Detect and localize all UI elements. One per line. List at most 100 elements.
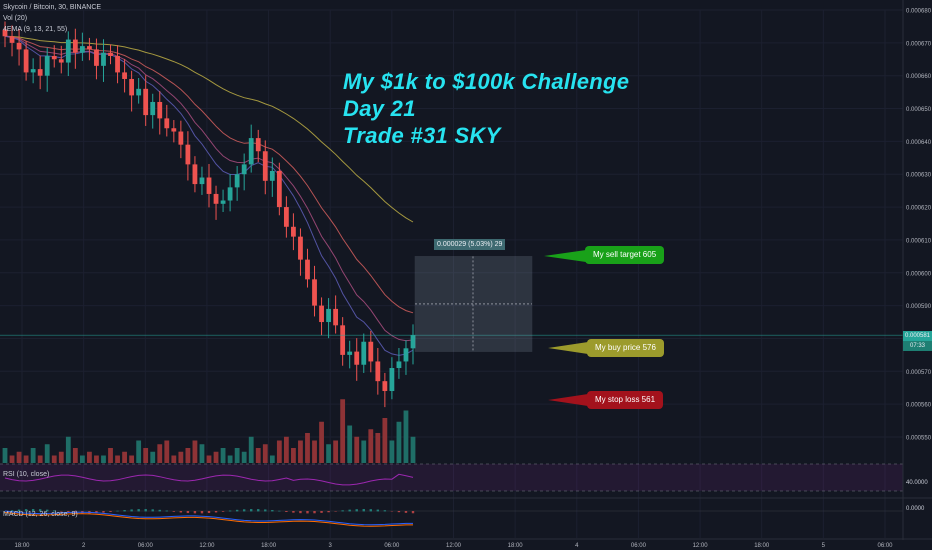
rsi-pane (0, 463, 932, 499)
macd-hist-bar (250, 509, 253, 512)
candle-body (37, 69, 43, 76)
candle-body (340, 325, 346, 355)
candle-body (185, 144, 191, 165)
volume-bar (375, 433, 381, 463)
volume-bar (241, 451, 247, 463)
candle-body (255, 138, 261, 152)
buy-price-flag[interactable]: My buy price 576 (587, 339, 664, 357)
volume-bar (410, 436, 416, 463)
candle-body (23, 49, 29, 73)
macd-hist-bar (221, 511, 225, 512)
candle-body (403, 348, 409, 362)
macd-hist-bar (165, 510, 168, 512)
buy-flag-pointer (548, 342, 588, 354)
volume-bar (312, 440, 317, 463)
measure-label: 0.000029 (5.03%) 29 (434, 239, 506, 250)
macd-hist-bar (257, 509, 260, 512)
candle-body (115, 55, 120, 73)
symbol-line: Skycoin / Bitcoin, 30, BINANCE (3, 4, 102, 11)
volume-bar (164, 440, 170, 463)
candle-body (305, 259, 310, 280)
volume-bar (16, 451, 22, 463)
x-tick-label: 12:00 (199, 543, 215, 549)
volume-bar (291, 448, 296, 463)
volume-bar (347, 425, 353, 463)
volume-legend: Vol (20) (3, 15, 28, 22)
macd-hist-bar (24, 509, 28, 512)
volume-bar (248, 436, 254, 463)
y-tick-label: 0.000550 (906, 436, 932, 442)
candle-body (319, 305, 324, 323)
macd-hist-bar (369, 509, 372, 512)
candle-body (87, 46, 92, 50)
volume-bar (157, 444, 163, 463)
volume-bar (58, 451, 64, 463)
macd-hist-bar (151, 509, 154, 512)
macd-signal-line (4, 512, 413, 527)
macd-hist-bar (186, 511, 190, 514)
x-tick-label: 18:00 (508, 543, 524, 549)
x-tick-label: 18:00 (14, 543, 30, 549)
candle-body (2, 29, 8, 37)
macd-hist-bar (411, 511, 415, 514)
macd-hist-bar (60, 511, 63, 512)
y-tick-label: 0.000630 (906, 173, 932, 179)
candle-body (51, 55, 57, 60)
macd-line (4, 510, 413, 526)
bar-timer-tag: 07:33 (903, 341, 932, 351)
candle-body (291, 226, 296, 237)
volume-bar (326, 444, 331, 463)
candle-body (150, 101, 156, 116)
candle-body (298, 236, 303, 260)
candle-body (361, 341, 367, 365)
candle-body (375, 361, 381, 382)
macd-hist-bar (348, 509, 351, 512)
stop-loss-flag[interactable]: My stop loss 561 (587, 391, 664, 409)
x-tick-label: 06:00 (631, 543, 647, 549)
macd-zero-label: 0.0000 (906, 506, 925, 512)
candle-body (382, 381, 388, 392)
candle-body (164, 118, 170, 129)
macd-hist-bar (123, 510, 126, 512)
volume-bar (101, 455, 106, 463)
volume-bar (389, 440, 395, 463)
macd-legend: MACD (12, 26, close, 9) (3, 511, 78, 518)
volume-bar (87, 451, 92, 463)
x-tick-label: 5 (822, 543, 826, 549)
macd-hist-bar (235, 509, 239, 512)
candle-body (354, 351, 360, 365)
volume-bar (227, 455, 233, 463)
x-tick-label: 12:00 (446, 543, 462, 549)
macd-hist-bar (271, 510, 274, 512)
macd-hist-bar (242, 509, 246, 512)
volume-bar (283, 436, 289, 463)
macd-hist-bar (67, 511, 70, 513)
candle-body (143, 88, 149, 116)
current-price-tag: 0.000581 (903, 331, 932, 341)
macd-hist-bar (376, 509, 380, 512)
candle-body (269, 170, 275, 181)
ema-legend: 4EMA (9, 13, 21, 55) (3, 26, 68, 33)
candle-body (122, 72, 127, 79)
macd-hist-bar (264, 509, 267, 512)
candle-body (283, 207, 289, 227)
macd-hist-bar (404, 511, 408, 513)
macd-hist-bar (320, 511, 323, 513)
y-tick-label: 0.000610 (906, 238, 932, 244)
sell-target-flag[interactable]: My sell target 605 (585, 246, 665, 264)
candle-body (30, 69, 36, 73)
volume-bar (276, 440, 282, 463)
volume-bar (37, 455, 43, 463)
y-tick-label: 0.000640 (906, 140, 932, 146)
x-tick-label: 4 (575, 543, 579, 549)
volume-bar (368, 429, 374, 463)
y-tick-label: 0.000570 (906, 370, 932, 376)
macd-hist-bar (278, 510, 281, 512)
candle-body (396, 361, 402, 369)
candle-body (241, 164, 247, 175)
macd-hist-bar (116, 510, 119, 512)
macd-hist-bar (10, 510, 14, 512)
y-tick-label: 0.000660 (906, 74, 932, 80)
rsi-line (4, 473, 414, 486)
